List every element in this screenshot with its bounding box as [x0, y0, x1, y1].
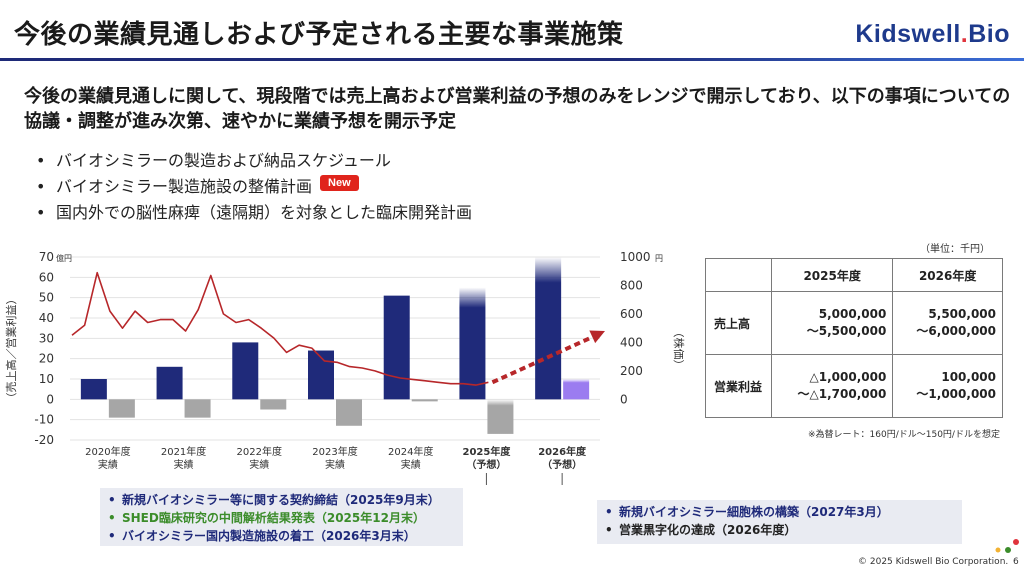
x-tick-label: 2020年度 — [85, 445, 130, 458]
y-tick-label: 40 — [39, 311, 54, 325]
sales-bar — [80, 379, 107, 400]
y-axis-label: （売上高／営業利益） — [4, 294, 18, 404]
y2-axis-label: （株価） — [672, 327, 686, 371]
x-tick-label: 実績 — [325, 458, 345, 471]
title-underline — [0, 58, 1024, 61]
lead-text: 今後の業績見通しに関して、現段階では売上高および営業利益の予想のみをレンジで開示… — [24, 86, 1011, 132]
table-row-label: 営業利益 — [705, 354, 772, 418]
y-tick-label: -20 — [34, 433, 54, 447]
y-tick-label: 10 — [39, 372, 54, 386]
x-tick-label: 実績 — [174, 458, 194, 471]
sales-bar — [535, 257, 562, 400]
x-tick-label: 実績 — [249, 458, 269, 471]
page-number: 6 — [1013, 557, 1019, 567]
x-tick-label: 2026年度 — [538, 445, 587, 458]
profit-bar — [184, 399, 211, 418]
copyright: © 2025 Kidswell Bio Corporation. — [858, 557, 1009, 567]
forecast-arrow-head — [589, 330, 605, 344]
performance-chart: 70 60 50 40 30 20 10 0 -10 -20 億円 （売上高／営業利益） 1000 800… — [4, 250, 686, 485]
x-tick-label: 2022年度 — [237, 445, 282, 458]
sales-bar — [232, 342, 259, 400]
y-tick-label: -10 — [34, 413, 54, 427]
table-header-cell — [705, 258, 772, 292]
x-tick-label: 実績 — [98, 458, 118, 471]
connector-2025 — [485, 473, 487, 485]
decorative-dots — [995, 539, 1019, 553]
y2-tick-label: 1000 — [620, 250, 651, 264]
profit-bar — [336, 399, 362, 426]
y-tick-label: 60 — [39, 270, 54, 284]
page-title: 今後の業績見通しおよび予定される主要な事業施策 — [14, 20, 624, 50]
profit-bar — [563, 379, 590, 400]
forecast-table: 2025年度 2026年度 売上高 5,000,000 〜5,500,000 5… — [705, 258, 1003, 418]
y2-tick-label: 0 — [620, 392, 628, 406]
profit-bar — [260, 399, 287, 410]
x-tick-label: 2021年度 — [161, 445, 206, 458]
event-item: バイオシミラー国内製造施設の着工（2026年3月末） — [104, 527, 463, 545]
y2-tick-label: 600 — [620, 307, 643, 321]
logo-main: Kidswell — [855, 20, 961, 48]
event-item: 新規バイオシミラー細胞株の構築（2027年3月） — [601, 503, 962, 521]
profit-bar — [108, 399, 135, 418]
bullet-item: バイオシミラー製造施設の整備計画 New — [36, 174, 472, 200]
sales-bar — [156, 366, 183, 400]
sales-bar — [459, 287, 486, 400]
sales-bar — [308, 350, 334, 400]
y2-tick-label: 800 — [620, 278, 643, 292]
table-row: 売上高 5,000,000 〜5,500,000 5,500,000 〜6,00… — [705, 291, 1003, 355]
company-logo: Kidswell.Bio — [855, 20, 1010, 49]
table-row: 営業利益 △1,000,000 〜△1,700,000 100,000 〜1,0… — [705, 354, 1003, 418]
event-item: 新規バイオシミラー等に関する契約締結（2025年9月末） — [104, 491, 463, 509]
sales-bar — [383, 295, 410, 400]
header-bar: 今後の業績見通しおよび予定される主要な事業施策 Kidswell.Bio — [0, 0, 1024, 56]
x-tick-label: 2025年度 — [463, 445, 512, 458]
table-unit-note: （単位：千円） — [920, 244, 990, 255]
y2-tick-label: 200 — [620, 364, 643, 378]
table-cell: 5,000,000 〜5,500,000 — [770, 291, 894, 355]
table-row-label: 売上高 — [705, 291, 772, 355]
y-unit-label: 億円 — [56, 253, 72, 263]
bullet-text: 国内外での脳性麻痺（遠隔期）を対象とした臨床開発計画 — [56, 203, 473, 222]
y2-unit-label: 円 — [655, 254, 663, 263]
events-2026-box: 新規バイオシミラー細胞株の構築（2027年3月） 営業黒字化の達成（2026年度… — [597, 500, 962, 544]
event-item: 営業黒字化の達成（2026年度） — [601, 521, 962, 539]
y-tick-label: 30 — [39, 331, 54, 345]
bullet-text: バイオシミラーの製造および納品スケジュール — [56, 151, 391, 170]
x-tick-label: （予想） — [542, 458, 582, 471]
fx-rate-note: ※為替レート：160円/ドル〜150円/ドルを想定 — [808, 430, 1000, 440]
x-tick-label: 2023年度 — [312, 445, 357, 458]
event-item: SHED臨床研究の中間解析結果発表（2025年12月末） — [104, 509, 463, 527]
dot-green — [1005, 547, 1011, 553]
events-2025-box: 新規バイオシミラー等に関する契約締結（2025年9月末） SHED臨床研究の中間… — [100, 488, 463, 546]
table-cell: △1,000,000 〜△1,700,000 — [770, 354, 894, 418]
profit-bar — [411, 399, 438, 402]
y-tick-label: 20 — [39, 352, 54, 366]
dot-red — [1013, 539, 1019, 545]
bullet-item: 国内外での脳性麻痺（遠隔期）を対象とした臨床開発計画 — [36, 200, 472, 226]
bullet-list: バイオシミラーの製造および納品スケジュール バイオシミラー製造施設の整備計画 Ne… — [36, 148, 472, 226]
y-tick-label: 50 — [39, 291, 54, 305]
logo-end: Bio — [968, 20, 1010, 48]
y-tick-label: 70 — [39, 250, 54, 264]
x-tick-label: 2024年度 — [388, 445, 433, 458]
table-header-row: 2025年度 2026年度 — [705, 258, 1003, 292]
bullet-text: バイオシミラー製造施設の整備計画 — [56, 177, 313, 196]
table-header-cell: 2025年度 — [770, 258, 894, 292]
new-badge: New — [320, 175, 359, 191]
bullet-item: バイオシミラーの製造および納品スケジュール — [36, 148, 472, 174]
connector-2026 — [561, 473, 563, 485]
dot-yellow — [995, 547, 1001, 553]
stock-price-line — [71, 271, 489, 386]
forecast-arrow-line — [491, 333, 598, 385]
table-cell: 5,500,000 〜6,000,000 — [892, 291, 1003, 355]
x-tick-label: 実績 — [401, 458, 421, 471]
x-tick-label: （予想） — [466, 458, 506, 471]
table-cell: 100,000 〜1,000,000 — [892, 354, 1003, 418]
y-tick-label: 0 — [46, 392, 54, 406]
table-header-cell: 2026年度 — [892, 258, 1003, 292]
y2-tick-label: 400 — [620, 335, 643, 349]
logo-dot: . — [960, 20, 969, 48]
profit-bar — [487, 399, 514, 434]
